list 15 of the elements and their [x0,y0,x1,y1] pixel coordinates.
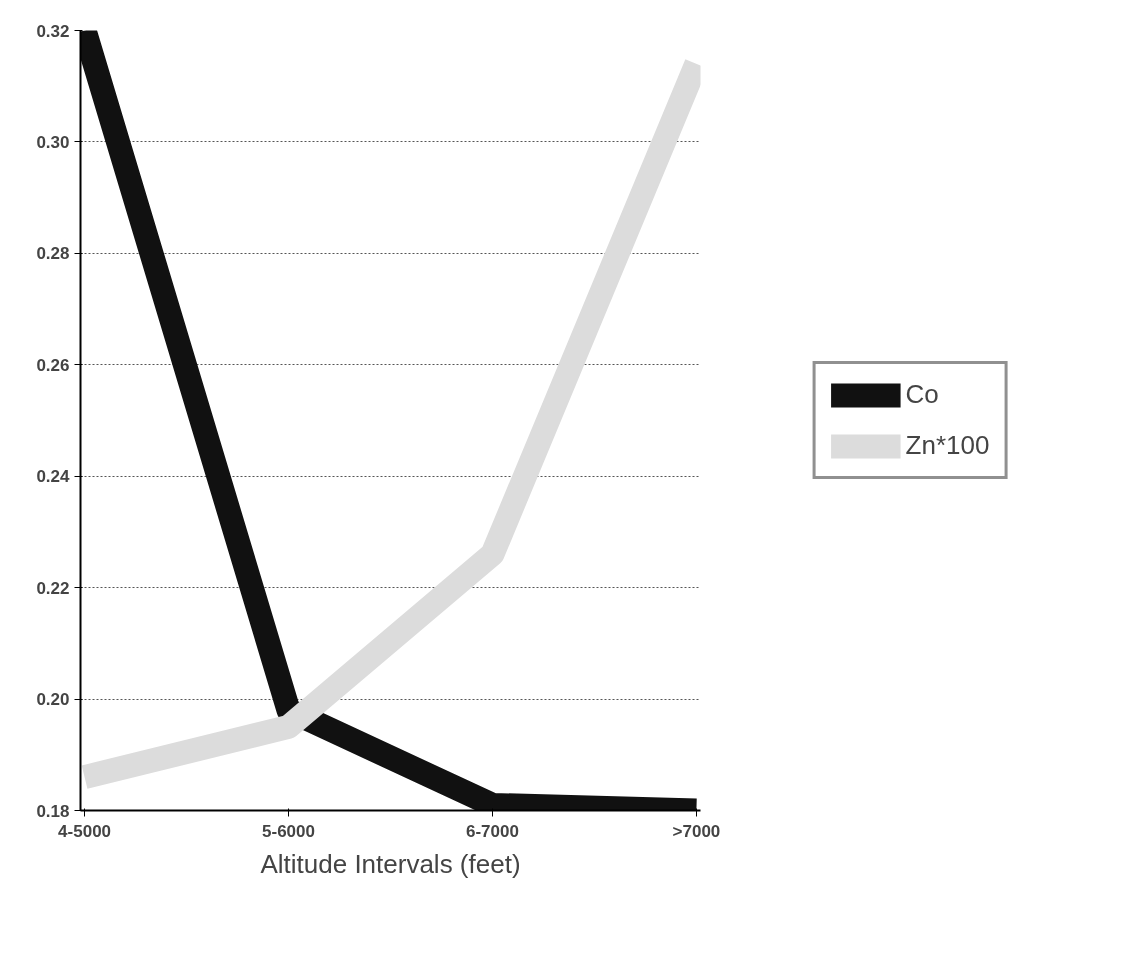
y-tick-label: 0.22 [36,578,70,598]
legend-label: Zn*100 [905,430,990,461]
x-tick-label: 6-7000 [466,821,519,841]
legend-label: Co [905,379,939,410]
x-axis-title: Altitude Intervals (feet) [260,848,521,879]
x-tick-label: >7000 [672,821,721,841]
x-tick-label: 5-6000 [262,821,315,841]
y-tick-label: 0.30 [36,132,70,152]
x-tick-label: 4-5000 [58,821,112,841]
y-tick-label: 0.28 [36,244,70,264]
y-tick-label: 0.20 [36,690,70,710]
y-tick-label: 0.32 [36,21,70,41]
y-tick-label: 0.24 [36,467,71,487]
y-tick-label: 0.18 [36,801,70,821]
y-tick-label: 0.26 [36,355,70,375]
